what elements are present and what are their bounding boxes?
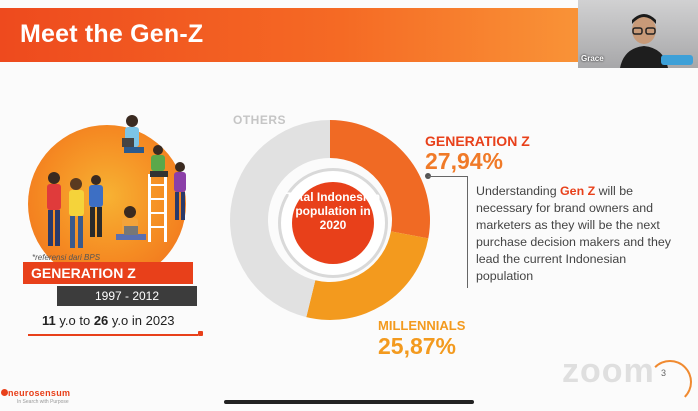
video-thumbnail[interactable]: Grace <box>578 0 698 68</box>
genz-people-illustration <box>47 115 186 248</box>
age-range: 11 y.o to 26 y.o in 2023 <box>42 313 175 328</box>
donut-center-disc <box>292 182 374 264</box>
desc-highlight: Gen Z <box>560 184 596 198</box>
age-end: 26 <box>93 313 109 328</box>
age-range-line: 11 y.o to 26 y.o in 2023 <box>28 310 198 336</box>
desc-before: Understanding <box>476 184 561 198</box>
person-on-ladder-icon <box>174 162 186 220</box>
population-donut-chart <box>229 120 430 320</box>
slide-title: Meet the Gen-Z <box>20 20 204 48</box>
generation-label: GENERATION Z <box>31 265 136 281</box>
company-logo: neurosensum <box>8 388 71 398</box>
person-green-icon <box>150 145 168 177</box>
age-tail: y.o in 2023 <box>108 313 175 328</box>
genz-title: GENERATION Z <box>425 133 530 149</box>
page-number-arc <box>648 360 692 404</box>
generation-label-box: GENERATION Z <box>23 262 193 284</box>
generation-years: 1997 - 2012 <box>94 289 160 303</box>
page-number: 3 <box>661 368 667 378</box>
genz-description: Understanding Gen Z will be necessary fo… <box>476 183 676 285</box>
donut-segment-others <box>229 120 330 318</box>
person-left-3-icon <box>89 175 103 237</box>
neurosensum-logo-icon <box>1 389 8 396</box>
others-label: OTHERS <box>233 113 287 127</box>
slide-progress-bar[interactable] <box>224 400 474 404</box>
age-line-dot <box>198 331 203 336</box>
donut-segment-generation-z <box>330 120 430 239</box>
connector-line-vertical <box>467 176 468 288</box>
desc-after: will be necessary for brand owners and m… <box>476 184 671 283</box>
age-start: 11 <box>42 313 56 328</box>
millennials-title: MILLENNIALS <box>378 318 466 333</box>
company-logo-subtitle: In Search with Purpose <box>17 399 69 405</box>
donut-center-text: Total Indonesian population in 2020 <box>285 190 381 232</box>
person-laptop-icon <box>116 206 146 240</box>
person-left-1-icon <box>47 172 61 246</box>
participant-video-icon <box>620 14 668 68</box>
participant-name: Grace <box>581 54 604 63</box>
reference-note: *referensi dari BPS <box>32 253 101 262</box>
age-mid: y.o to <box>55 313 94 328</box>
donut-segment-millennials <box>306 231 429 320</box>
slide-header-banner: Meet the Gen-Z <box>0 8 620 62</box>
years-box: 1997 - 2012 <box>57 286 197 306</box>
person-sitting-top-icon <box>122 115 144 153</box>
millennials-percent: 25,87% <box>378 333 457 359</box>
person-left-2-icon <box>69 178 84 248</box>
connector-line-horizontal <box>428 176 468 177</box>
ladder-icon <box>148 174 167 242</box>
zoom-watermark: zoom <box>562 352 655 390</box>
genz-percent: 27,94% <box>425 148 504 174</box>
participant-badge <box>661 55 693 65</box>
